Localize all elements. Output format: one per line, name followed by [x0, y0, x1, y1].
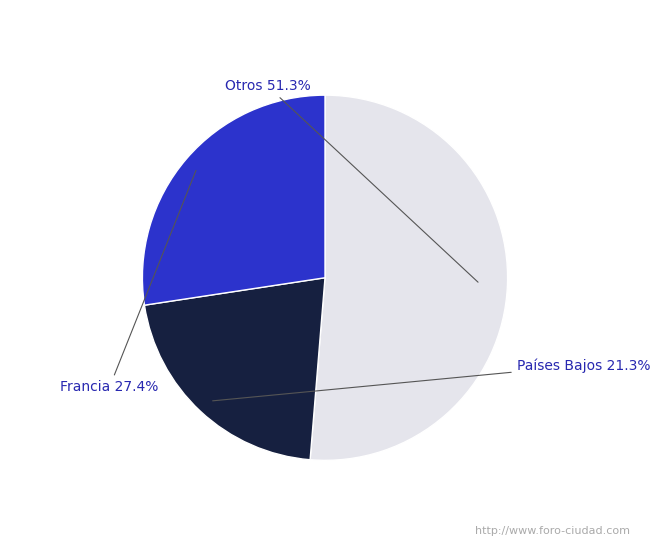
Text: Países Bajos 21.3%: Países Bajos 21.3%	[213, 358, 650, 401]
Text: Otros 51.3%: Otros 51.3%	[224, 79, 478, 282]
Wedge shape	[142, 95, 325, 305]
Text: http://www.foro-ciudad.com: http://www.foro-ciudad.com	[476, 526, 630, 536]
Text: Francia 27.4%: Francia 27.4%	[60, 170, 196, 394]
Wedge shape	[144, 278, 325, 460]
Text: Navès - Turistas extranjeros según país - Agosto de 2024: Navès - Turistas extranjeros según país …	[88, 13, 562, 32]
Wedge shape	[310, 95, 508, 460]
